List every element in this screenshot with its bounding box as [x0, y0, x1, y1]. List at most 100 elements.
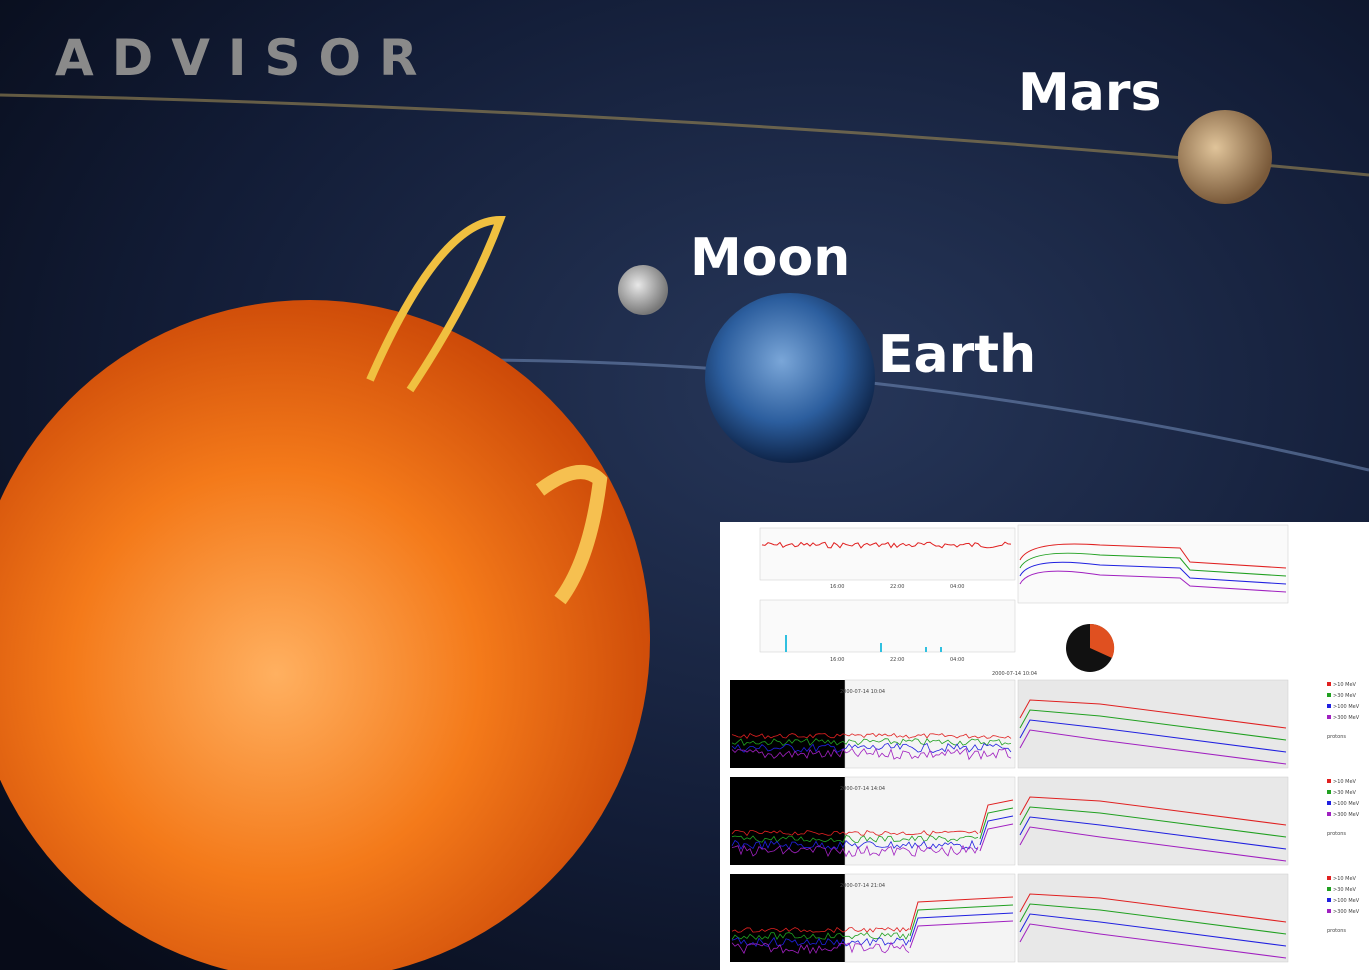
legend-swatch — [1327, 682, 1331, 686]
legend-swatch — [1327, 909, 1331, 913]
line — [1019, 709, 1287, 741]
earth-label: Earth — [878, 325, 1036, 385]
line — [979, 815, 1014, 846]
timestamp: 2000-07-14 10:04 — [840, 689, 885, 695]
line — [1019, 826, 1287, 862]
tick-label: 16:00 — [830, 657, 844, 663]
bar — [940, 647, 942, 652]
line — [731, 742, 1012, 753]
line — [1019, 719, 1287, 753]
line — [731, 844, 979, 858]
legend-label: >300 MeV — [1333, 715, 1360, 721]
line — [731, 941, 910, 955]
mars — [1178, 110, 1272, 204]
line — [909, 920, 1014, 949]
plot — [730, 777, 845, 865]
line — [731, 829, 979, 837]
line — [1019, 806, 1287, 838]
line — [731, 932, 910, 940]
orbit — [0, 93, 1369, 177]
line — [1019, 893, 1287, 923]
title: ADVISOR — [55, 29, 436, 87]
legend-label: >10 MeV — [1333, 876, 1357, 882]
line — [731, 747, 1012, 761]
plot — [1017, 873, 1289, 963]
legend-swatch — [1327, 779, 1331, 783]
line — [1019, 923, 1287, 959]
line — [1019, 903, 1287, 935]
line — [909, 912, 1014, 943]
legend-title: protons — [1327, 928, 1346, 934]
tick-label: 16:00 — [830, 584, 844, 590]
line — [1019, 699, 1287, 729]
line — [731, 936, 910, 947]
line — [1019, 913, 1287, 947]
line — [979, 807, 1014, 840]
plot — [844, 776, 1016, 866]
legend-title: protons — [1327, 831, 1346, 837]
tick-label: 22:00 — [890, 657, 904, 663]
line — [909, 904, 1014, 937]
legend-title: protons — [1327, 734, 1346, 740]
dashboard: 2000-07-14 10:04 16:00 16:00 22:00 22:00 04:… — [720, 522, 1369, 970]
legend-swatch — [1327, 876, 1331, 880]
legend-label: >30 MeV — [1333, 887, 1357, 893]
line — [1019, 729, 1287, 765]
legend-label: >300 MeV — [1333, 812, 1360, 818]
legend-swatch — [1327, 704, 1331, 708]
legend-label: >300 MeV — [1333, 909, 1360, 915]
mars-label: Mars — [1018, 63, 1161, 123]
plot — [1017, 679, 1289, 769]
bar — [785, 635, 787, 652]
legend-swatch — [1327, 801, 1331, 805]
line — [979, 799, 1014, 834]
line — [1019, 796, 1287, 826]
bar — [925, 647, 927, 652]
timestamp: 2000-07-14 10:04 — [992, 671, 1037, 677]
line — [979, 823, 1014, 852]
solar-eruption — [535, 465, 608, 605]
line — [1019, 570, 1287, 593]
line — [731, 926, 910, 933]
tick-label: 22:00 — [890, 584, 904, 590]
bar — [880, 643, 882, 652]
line — [909, 896, 1014, 931]
plot — [759, 527, 1016, 581]
line — [731, 732, 1012, 740]
plot — [730, 874, 845, 962]
timestamp: 2000-07-14 21:04 — [840, 883, 885, 889]
legend-label: >30 MeV — [1333, 790, 1357, 796]
legend-swatch — [1327, 898, 1331, 902]
legend-swatch — [1327, 812, 1331, 816]
plot — [1017, 524, 1289, 604]
legend-swatch — [1327, 693, 1331, 697]
legend-swatch — [1327, 715, 1331, 719]
plot — [730, 680, 845, 768]
line — [731, 839, 979, 851]
orbit — [469, 358, 1369, 472]
tick-label: 04:00 — [950, 584, 964, 590]
legend-label: >30 MeV — [1333, 693, 1357, 699]
legend-swatch — [1327, 790, 1331, 794]
plot — [1017, 776, 1289, 866]
earth — [705, 293, 875, 463]
tick-label: 04:00 — [950, 657, 964, 663]
moon-label: Moon — [690, 228, 850, 288]
line — [731, 834, 979, 843]
pie-slice — [1090, 623, 1115, 658]
line — [1019, 561, 1287, 585]
legend-label: >10 MeV — [1333, 682, 1357, 688]
line — [1019, 543, 1287, 569]
timestamp: 2000-07-14 14:04 — [840, 786, 885, 792]
line — [1019, 816, 1287, 850]
plot — [759, 599, 1016, 653]
solar-flare — [366, 215, 506, 393]
moon — [618, 265, 668, 315]
legend-swatch — [1327, 887, 1331, 891]
legend-label: >100 MeV — [1333, 704, 1360, 710]
line — [761, 541, 1012, 549]
legend-label: >100 MeV — [1333, 801, 1360, 807]
line — [731, 737, 1012, 746]
sun — [0, 300, 650, 970]
